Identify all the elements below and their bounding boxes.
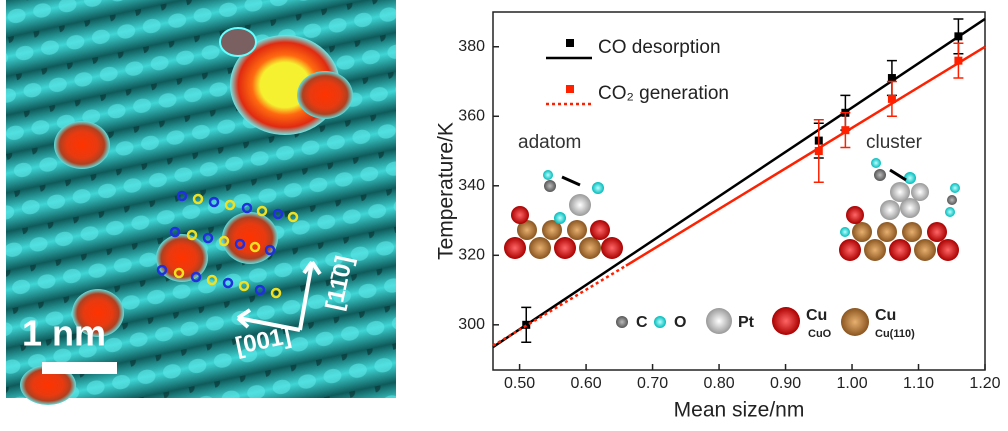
fit-line — [492, 17, 986, 349]
plot-frame — [492, 11, 986, 371]
legend-marker — [566, 39, 574, 47]
marker — [954, 56, 963, 65]
marker — [954, 32, 963, 41]
atom-sublabel: CuO — [808, 328, 832, 340]
atom-sublabel: Cu(110) — [875, 328, 915, 340]
x-axis-title: Mean size/nm — [674, 399, 805, 422]
y-axis-title: Temperature/K — [435, 122, 458, 260]
legend-marker — [566, 85, 574, 93]
x-tick-label: 1.00 — [836, 375, 867, 392]
y-tick-label: 380 — [458, 38, 485, 55]
y-tick-label: 340 — [458, 177, 485, 194]
marker — [887, 94, 896, 103]
marker — [841, 126, 850, 135]
x-tick-label: 0.50 — [504, 375, 535, 392]
legend-label: CO desorption — [598, 37, 721, 58]
x-tick-label: 1.20 — [969, 375, 1000, 392]
marker — [814, 147, 823, 156]
annotation: cluster — [866, 132, 923, 153]
legend-label: CO₂ generation — [598, 83, 729, 104]
atom-label: O — [674, 314, 686, 331]
x-tick-label: 0.90 — [770, 375, 801, 392]
x-tick-label: 0.80 — [703, 375, 734, 392]
atom-label: Pt — [738, 314, 755, 331]
marker — [887, 74, 896, 83]
annotation: adatom — [518, 132, 581, 153]
chart: 0.50 0.60 0.70 0.80 0.90 1.00 1.10 1.20 300 320 34… — [435, 11, 1001, 422]
atom-label: Cu — [875, 307, 896, 324]
atom-label: Cu — [806, 307, 827, 324]
y-tick-label: 300 — [458, 316, 485, 333]
marker — [522, 320, 531, 329]
x-tick-label: 0.60 — [571, 375, 602, 392]
fit-line — [492, 264, 627, 347]
x-tick-label: 1.10 — [903, 375, 934, 392]
y-tick-label: 360 — [458, 107, 485, 124]
atom-legend: C O Pt Cu CuO Cu Cu(110) — [616, 307, 915, 340]
atom-illustrations — [504, 158, 960, 261]
scale-bar-label: 1 nm — [22, 313, 106, 354]
atom-label: C — [636, 314, 648, 331]
x-tick-label: 0.70 — [637, 375, 668, 392]
y-tick-label: 320 — [458, 247, 485, 264]
stm-image: 1 nm [001] [11̄0] — [6, 0, 396, 405]
fit-line — [625, 45, 986, 267]
